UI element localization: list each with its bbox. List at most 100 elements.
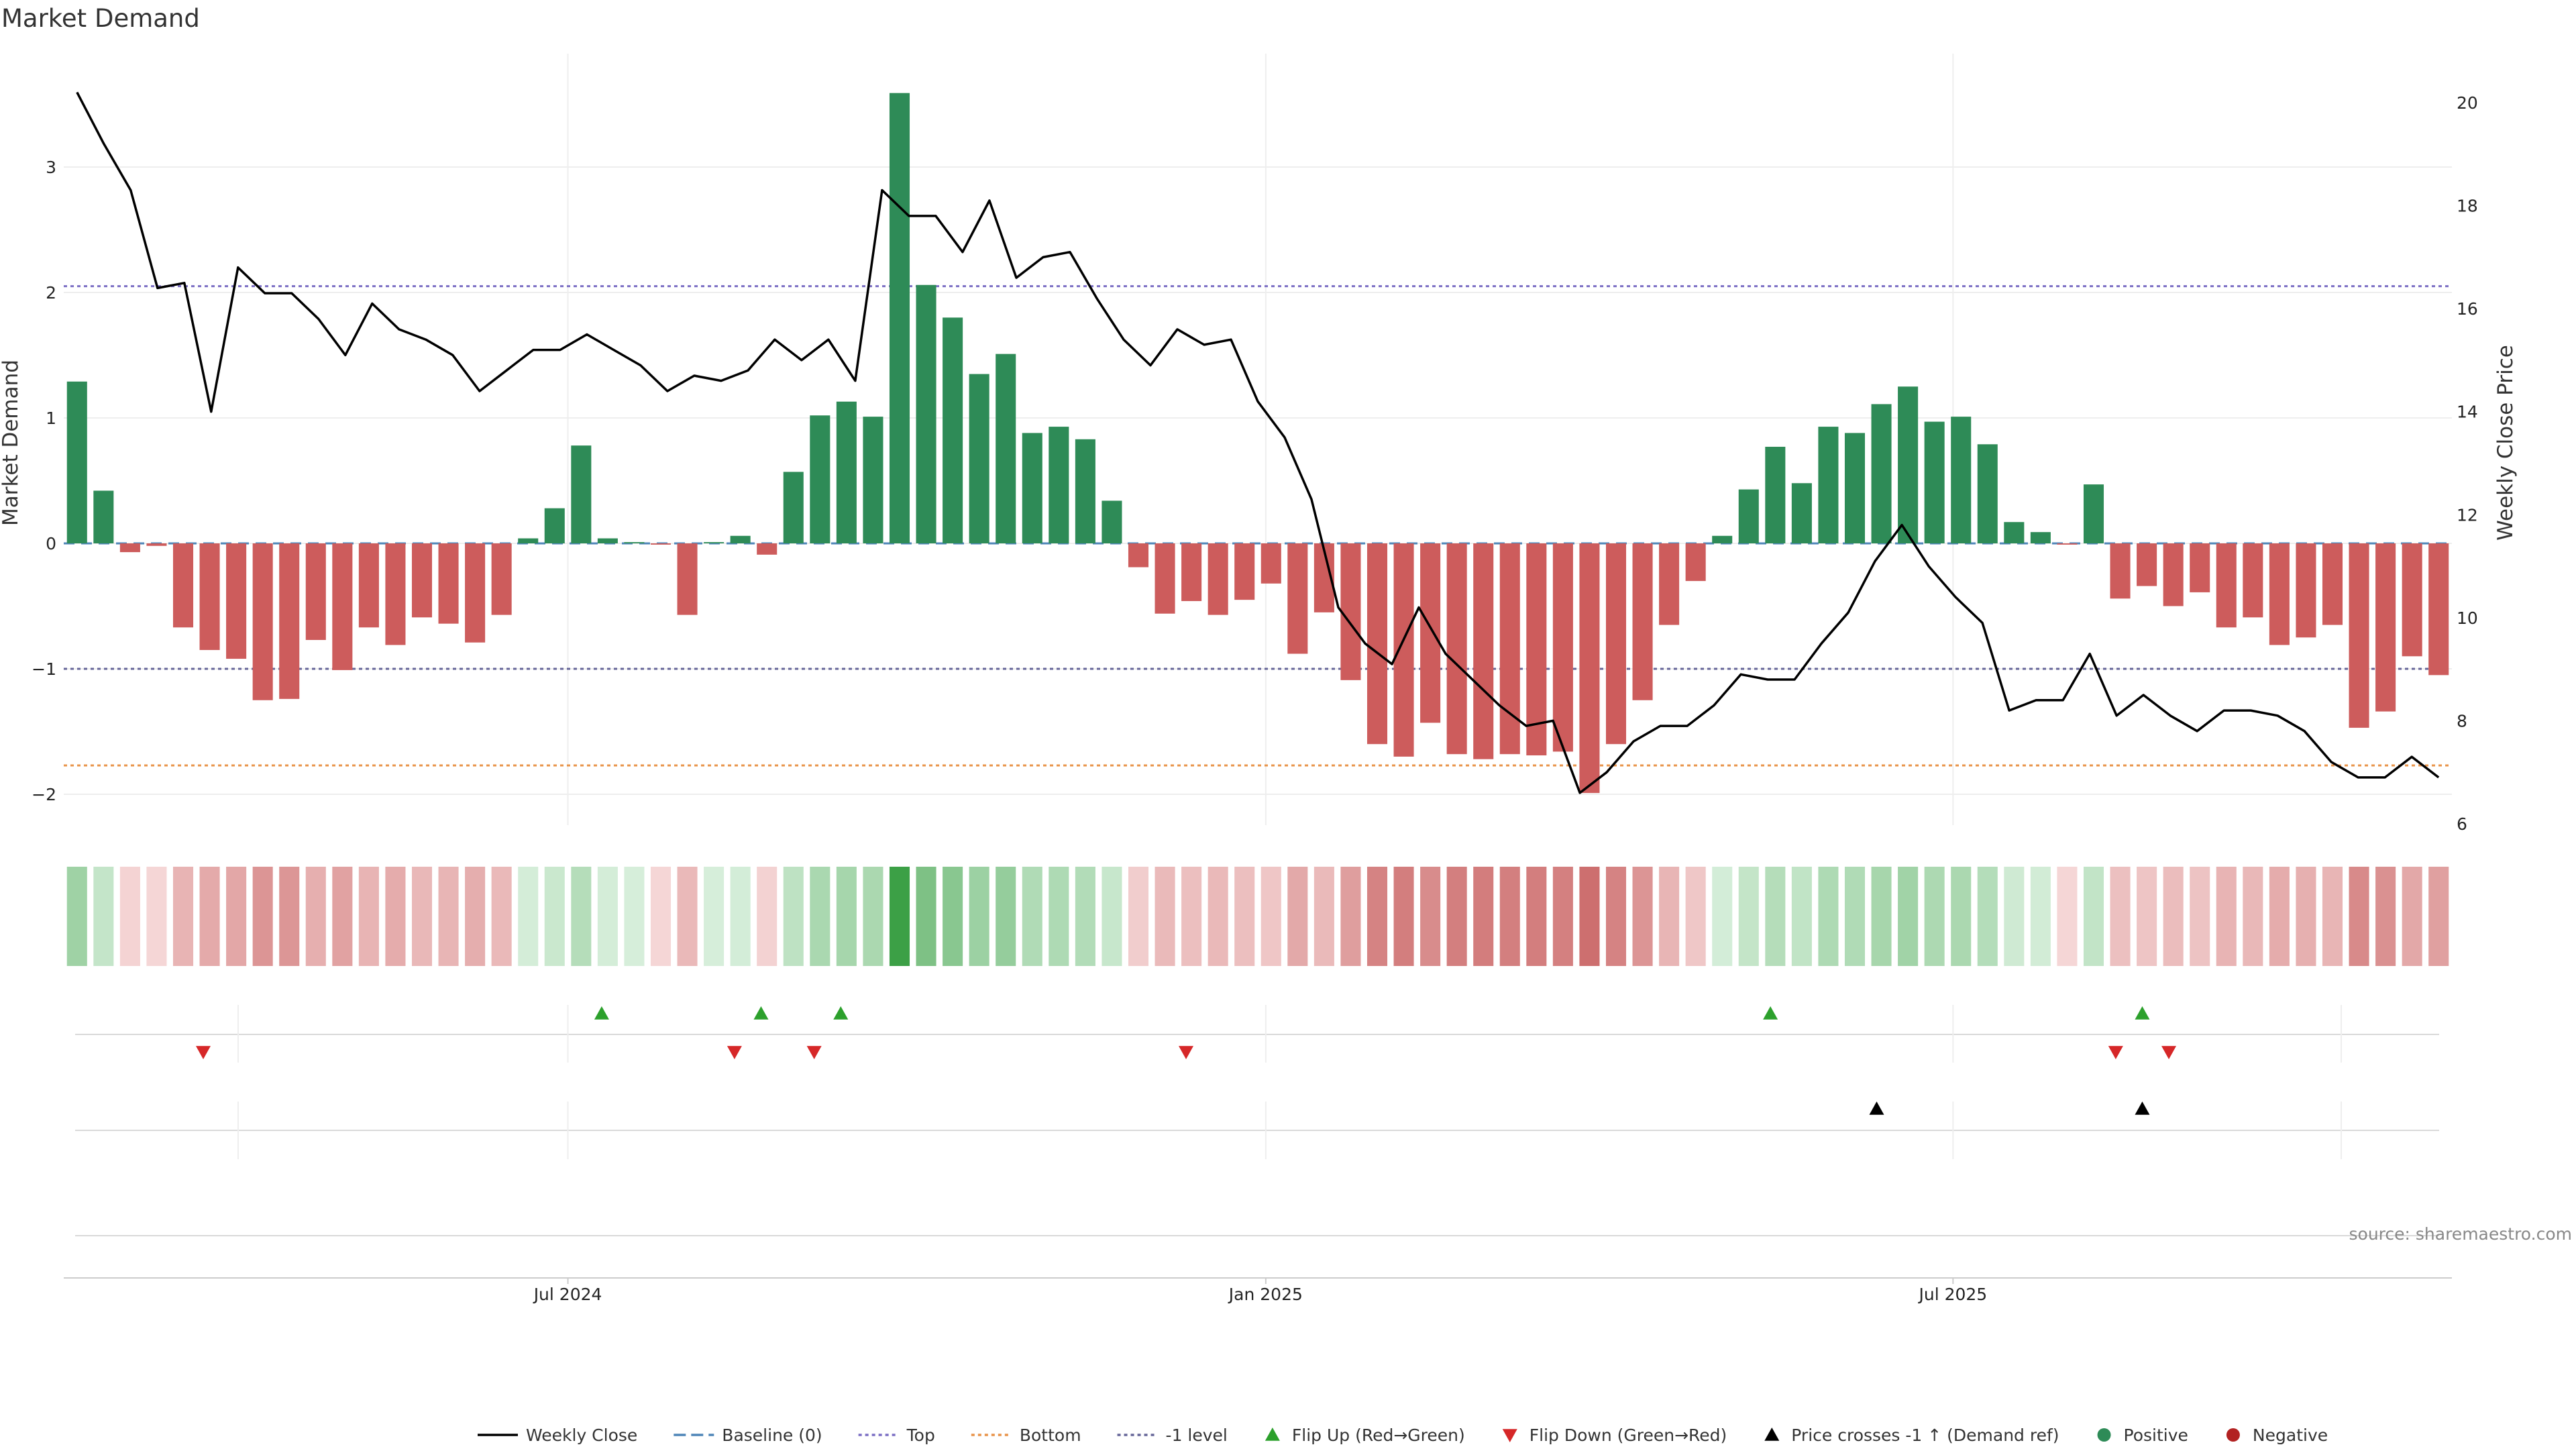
demand-bar-positive (2030, 532, 2051, 543)
demand-bar-positive (996, 354, 1016, 543)
demand-bar-negative (1499, 543, 1520, 755)
y-tick-label: −2 (32, 785, 56, 804)
demand-bar-negative (438, 543, 459, 624)
heat-cell (1155, 867, 1175, 966)
demand-bar-negative (2296, 543, 2316, 638)
y-tick-label: 3 (46, 158, 56, 177)
x-tick-labels: Jul 2024 Jan 2025 Jul 2025 (533, 1278, 1987, 1304)
heat-cell (650, 867, 672, 966)
demand-bar-negative (2057, 543, 2078, 545)
legend-item: Flip Up (Red→Green) (1265, 1426, 1465, 1445)
heat-cell (1818, 867, 1839, 966)
demand-heat-strip (66, 867, 2449, 966)
heat-cell (358, 867, 379, 966)
y2-tick-label: 8 (2457, 711, 2467, 731)
demand-bar-positive (730, 535, 751, 543)
y2-tick-label: 12 (2457, 505, 2478, 525)
heat-cell (1446, 867, 1467, 966)
heat-cell (385, 867, 406, 966)
demand-bar-negative (491, 543, 512, 615)
demand-bar-negative (252, 543, 273, 700)
demand-bar-positive (1075, 439, 1095, 543)
legend-label: Negative (2253, 1426, 2328, 1445)
heat-cell (1420, 867, 1441, 966)
heat-cell (704, 867, 724, 966)
heat-cell (1712, 867, 1733, 966)
demand-bar-negative (2163, 543, 2184, 606)
heat-cell (969, 867, 989, 966)
demand-bar-negative (2216, 543, 2237, 628)
heat-cell (2296, 867, 2316, 966)
heat-cell (2243, 867, 2263, 966)
heat-cell (93, 867, 114, 966)
flip-down-marker (2108, 1046, 2123, 1059)
demand-bar-negative (1393, 543, 1414, 757)
heat-cell (2190, 867, 2210, 966)
heat-cell (1260, 867, 1281, 966)
legend-swatch-circle (2097, 1428, 2111, 1442)
demand-bar-positive (704, 542, 724, 543)
demand-bar-negative (1260, 543, 1281, 584)
heat-cell (1022, 867, 1042, 966)
heat-cell (544, 867, 565, 966)
y2-tick-label: 16 (2457, 299, 2478, 319)
demand-bar-negative (1552, 543, 1573, 752)
heat-cell (677, 867, 698, 966)
demand-bar-positive (1791, 483, 1812, 543)
flip-up-marker (753, 1006, 769, 1020)
demand-bar-negative (1579, 543, 1600, 794)
demand-bar-positive (863, 417, 883, 543)
x-tick-label: Jul 2025 (1917, 1285, 1987, 1304)
heat-cell (1526, 867, 1547, 966)
y2-tick-label: 10 (2457, 608, 2478, 628)
y-tick-label: −1 (32, 659, 56, 679)
demand-bar-positive (1898, 386, 1919, 543)
flip-down-marker (195, 1046, 211, 1059)
demand-bar-positive (889, 93, 910, 544)
demand-bar-negative (2243, 543, 2263, 618)
x-tick-label: Jan 2025 (1228, 1285, 1303, 1304)
demand-bar-negative (2269, 543, 2290, 645)
demand-bar-negative (1446, 543, 1467, 755)
demand-bar-negative (1473, 543, 1494, 759)
event-markers (75, 1005, 2439, 1236)
heat-cell (1393, 867, 1414, 966)
demand-bar-negative (2402, 543, 2422, 657)
demand-bar-positive (1049, 427, 1069, 543)
heat-cell (146, 867, 167, 966)
price-line-layer (76, 91, 2440, 794)
legend-label: Flip Down (Green→Red) (1529, 1426, 1727, 1445)
demand-bar-negative (1685, 543, 1706, 582)
heat-cell (1049, 867, 1069, 966)
legend-item: -1 level (1117, 1426, 1228, 1445)
demand-bar-positive (597, 538, 618, 543)
heat-cell (2216, 867, 2237, 966)
heat-cell (1287, 867, 1308, 966)
flip-up-marker (1763, 1006, 1778, 1020)
legend-item: Price crosses -1 ↑ (Demand ref) (1764, 1426, 2059, 1445)
heat-cell (305, 867, 326, 966)
heat-cell (1102, 867, 1122, 966)
demand-bar-negative (2375, 543, 2396, 712)
flip-up-marker (594, 1006, 609, 1020)
demand-bars (66, 93, 2449, 794)
reference-lines (64, 285, 2452, 767)
heat-cell (2269, 867, 2290, 966)
flip-down-marker (2161, 1046, 2177, 1059)
heat-cell (1898, 867, 1919, 966)
demand-bar-negative (332, 543, 353, 670)
legend-label: Top (906, 1426, 935, 1445)
heat-cell (1128, 867, 1149, 966)
demand-bar-negative (1181, 543, 1202, 602)
demand-bar-positive (836, 401, 857, 543)
demand-bar-positive (810, 415, 830, 543)
heat-cell (730, 867, 751, 966)
demand-bar-negative (1155, 543, 1175, 614)
y-tick-label: 0 (46, 534, 56, 553)
y2-tick-label: 6 (2457, 814, 2467, 834)
demand-bar-negative (1234, 543, 1255, 600)
demand-bar-negative (465, 543, 486, 643)
heat-cell (2110, 867, 2131, 966)
demand-bar-positive (916, 284, 936, 543)
demand-bar-negative (2428, 543, 2449, 676)
